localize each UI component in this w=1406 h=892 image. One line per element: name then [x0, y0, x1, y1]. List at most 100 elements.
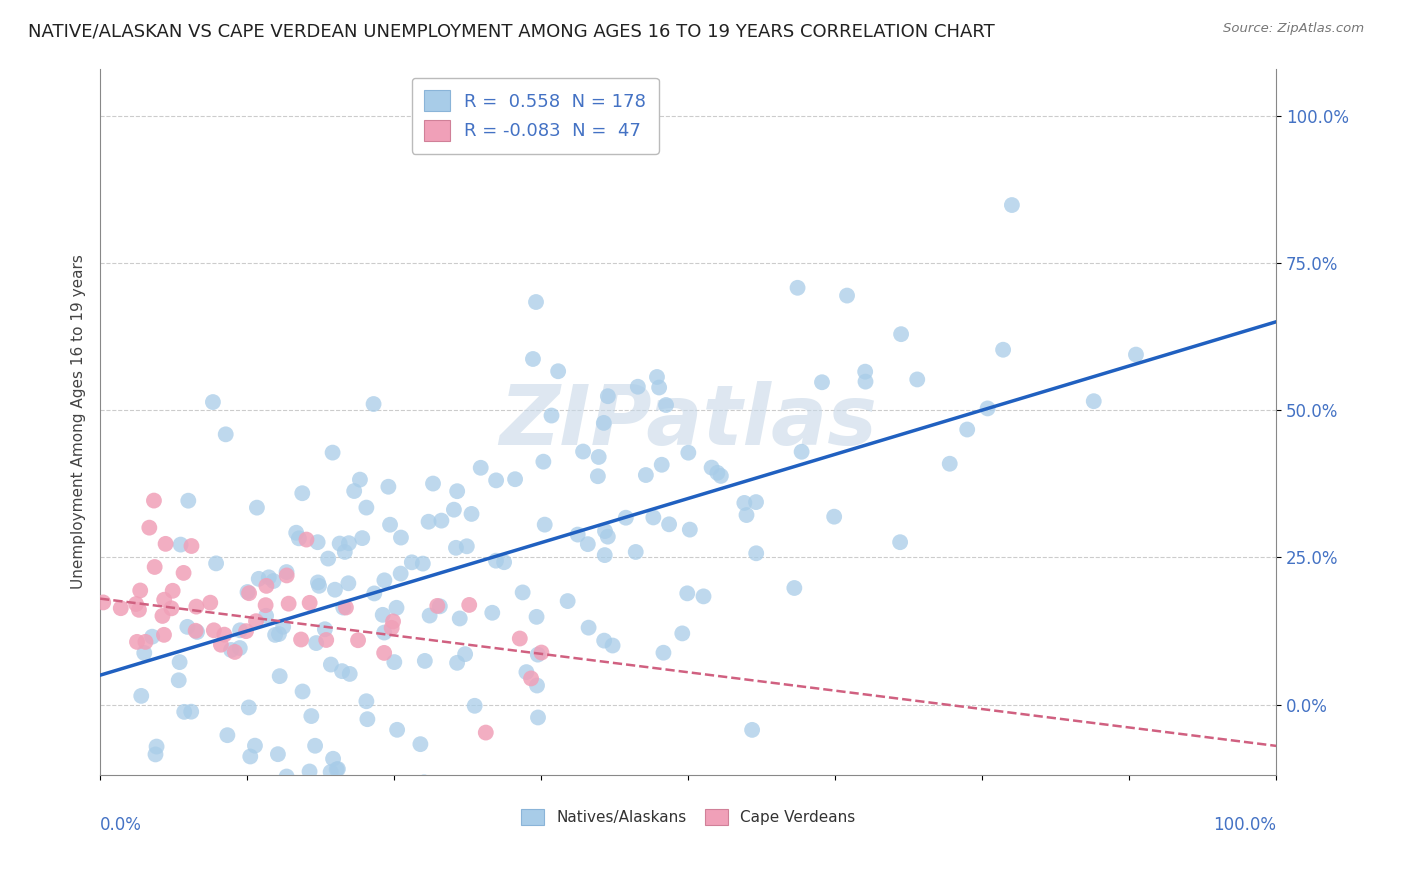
Point — [446, 656, 468, 670]
Point — [352, 531, 374, 545]
Point — [267, 747, 290, 761]
Point — [332, 600, 354, 615]
Point — [371, 607, 394, 622]
Point — [160, 601, 183, 615]
Point — [246, 500, 269, 515]
Point — [247, 572, 270, 586]
Point — [671, 626, 693, 640]
Point — [319, 765, 342, 780]
Point — [385, 600, 408, 615]
Point — [578, 621, 600, 635]
Point — [572, 444, 595, 458]
Point — [449, 611, 471, 625]
Point — [373, 625, 395, 640]
Point — [443, 502, 465, 516]
Point — [464, 698, 486, 713]
Point — [533, 517, 555, 532]
Point — [485, 474, 508, 488]
Point — [247, 786, 270, 800]
Point — [624, 545, 647, 559]
Point — [184, 624, 207, 638]
Point — [316, 551, 339, 566]
Point — [692, 590, 714, 604]
Point — [593, 633, 616, 648]
Point — [515, 665, 537, 679]
Point — [1083, 394, 1105, 409]
Point — [835, 288, 858, 302]
Point — [295, 533, 318, 547]
Point — [588, 450, 610, 464]
Point — [169, 655, 191, 669]
Point — [645, 370, 668, 384]
Point — [254, 579, 277, 593]
Point — [475, 725, 498, 739]
Point — [823, 509, 845, 524]
Point — [889, 535, 911, 549]
Point — [217, 728, 239, 742]
Point — [162, 583, 184, 598]
Point — [153, 592, 176, 607]
Point — [676, 586, 699, 600]
Point — [186, 599, 208, 614]
Point — [520, 672, 543, 686]
Point — [142, 786, 165, 800]
Point — [129, 583, 152, 598]
Point — [224, 645, 246, 659]
Legend: Natives/Alaskans, Cape Verdeans: Natives/Alaskans, Cape Verdeans — [515, 803, 862, 831]
Text: 100.0%: 100.0% — [1213, 816, 1277, 834]
Point — [333, 545, 356, 559]
Point — [307, 575, 329, 590]
Point — [446, 484, 468, 499]
Point — [229, 624, 252, 638]
Point — [790, 444, 813, 458]
Point — [335, 600, 357, 615]
Point — [373, 574, 395, 588]
Point — [305, 636, 328, 650]
Point — [215, 786, 238, 800]
Y-axis label: Unemployment Among Ages 16 to 19 years: Unemployment Among Ages 16 to 19 years — [72, 254, 86, 590]
Point — [145, 739, 167, 754]
Point — [145, 747, 167, 762]
Point — [426, 599, 449, 613]
Point — [304, 739, 326, 753]
Point — [238, 700, 260, 714]
Point — [356, 694, 378, 708]
Point — [389, 531, 412, 545]
Point — [326, 762, 349, 776]
Point — [470, 460, 492, 475]
Point — [322, 752, 344, 766]
Point — [356, 500, 378, 515]
Point — [557, 594, 579, 608]
Point — [356, 712, 378, 726]
Point — [339, 667, 361, 681]
Point — [202, 624, 225, 638]
Point — [322, 445, 344, 459]
Point — [134, 646, 156, 660]
Point — [385, 723, 408, 737]
Point — [271, 620, 294, 634]
Point — [634, 468, 657, 483]
Point — [155, 537, 177, 551]
Point — [277, 597, 299, 611]
Point — [307, 535, 329, 549]
Point — [264, 628, 287, 642]
Point — [363, 397, 385, 411]
Point — [741, 723, 763, 737]
Point — [343, 483, 366, 498]
Point — [419, 608, 441, 623]
Point — [643, 510, 665, 524]
Point — [413, 775, 436, 789]
Point — [526, 610, 548, 624]
Point — [125, 597, 148, 611]
Point — [592, 416, 614, 430]
Point — [337, 536, 360, 550]
Point — [593, 524, 616, 538]
Point — [733, 496, 755, 510]
Point — [330, 664, 353, 678]
Point — [389, 566, 412, 581]
Point — [129, 689, 152, 703]
Point — [710, 469, 733, 483]
Point — [377, 480, 399, 494]
Point — [243, 739, 266, 753]
Point — [235, 624, 257, 639]
